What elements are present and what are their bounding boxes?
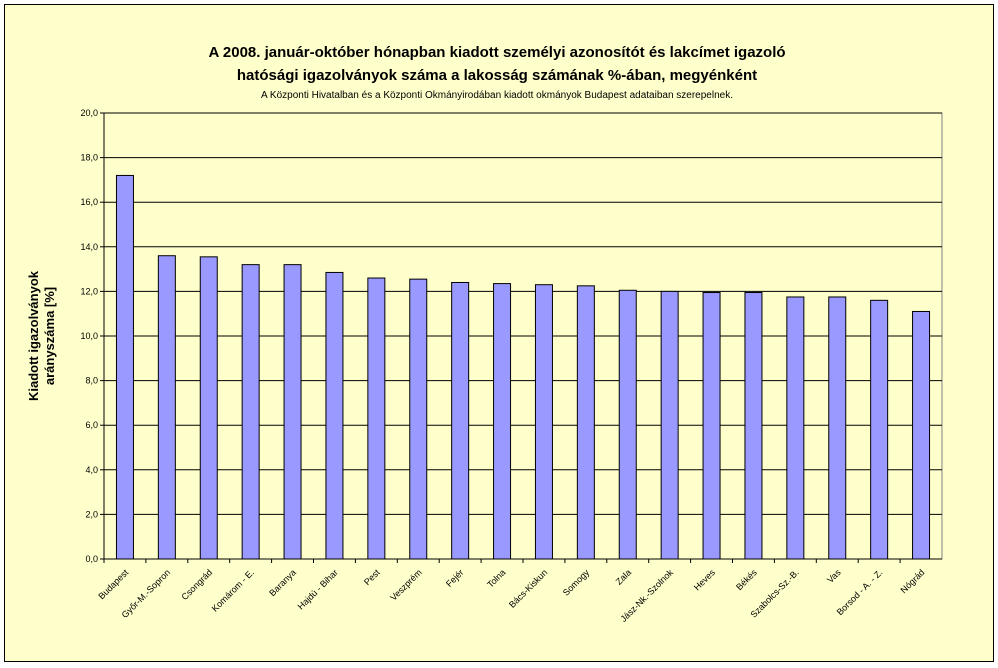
x-tick-label: Tolna (485, 567, 507, 589)
bar (702, 292, 721, 560)
x-tick-label: Pest (362, 567, 382, 587)
bar (828, 296, 847, 560)
bar (115, 174, 134, 560)
x-tick-label: Hajdú - Bihar (296, 567, 340, 611)
y-tick-label: 0,0 (85, 554, 98, 564)
chart-title-line2: hatósági igazolványok száma a lakosság s… (237, 67, 757, 84)
y-tick-label: 20,0 (80, 108, 98, 118)
chart-subtitle: A Központi Hivatalban és a Központi Okmá… (261, 90, 733, 101)
x-tick-label: Vas (825, 567, 843, 585)
x-tick-label: Heves (692, 567, 717, 592)
x-tick-label: Somogy (561, 567, 592, 598)
x-tick-label: Bács-Kiskun (507, 567, 549, 609)
bar (786, 296, 805, 560)
bar (870, 299, 889, 560)
y-tick-label: 14,0 (80, 242, 98, 252)
x-tick-label: Budapest (96, 567, 130, 601)
y-tick-label: 2,0 (85, 509, 98, 519)
bar (451, 281, 470, 560)
bar (618, 289, 637, 560)
y-axis-label-line2: arányszáma [%] (42, 287, 57, 385)
bar (409, 278, 428, 560)
bar (912, 310, 931, 560)
bar (744, 292, 763, 560)
bar (493, 283, 512, 560)
y-tick-label: 4,0 (85, 465, 98, 475)
chart-title-line1: A 2008. január-október hónapban kiadott … (208, 44, 785, 61)
x-tick-label: Baranya (267, 567, 298, 598)
y-tick-label: 12,0 (80, 286, 98, 296)
y-axis-ticks: 0,0 2,0 4,0 6,0 8,0 10,0 12,0 14,0 16,0 18,0 20,0 (80, 108, 104, 564)
bar (534, 284, 553, 560)
bar (241, 264, 260, 560)
y-tick-label: 6,0 (85, 420, 98, 430)
bar (660, 290, 679, 560)
y-tick-label: 10,0 (80, 331, 98, 341)
y-tick-label: 8,0 (85, 376, 98, 386)
y-tick-label: 16,0 (80, 197, 98, 207)
bar (199, 256, 218, 560)
bar (283, 264, 302, 560)
bar (157, 255, 176, 560)
y-axis-label: Kiadott igazolványok arányszáma [%] (26, 270, 57, 401)
x-tick-label: Nógrád (899, 567, 927, 595)
x-tick-label: Békés (734, 567, 759, 592)
x-tick-label: Fejér (444, 567, 466, 589)
bar (367, 277, 386, 560)
y-tick-label: 18,0 (80, 153, 98, 163)
bar (325, 271, 344, 560)
x-tick-label: Komárom - E. (210, 567, 256, 613)
x-tick-label: Zala (614, 567, 633, 586)
bar (576, 285, 595, 560)
x-tick-label: Veszprém (388, 567, 423, 602)
x-tick-label: Csongrád (179, 567, 214, 602)
y-axis-label-line1: Kiadott igazolványok (26, 270, 41, 401)
